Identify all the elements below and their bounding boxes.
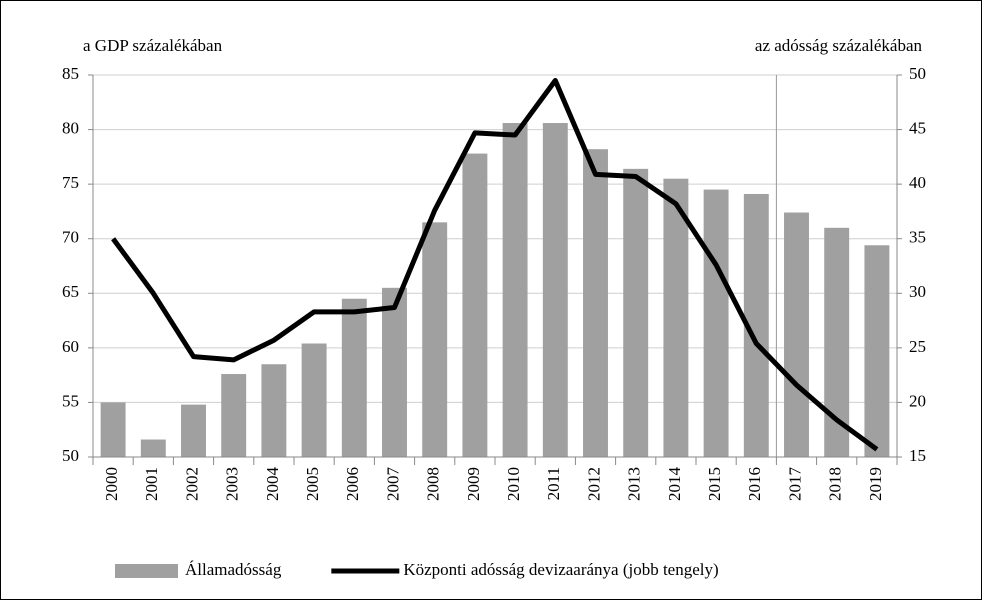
y2-tick-label: 15 bbox=[909, 446, 926, 465]
x-tick-label: 2000 bbox=[102, 467, 121, 501]
y-tick-label: 75 bbox=[62, 173, 79, 192]
x-tick-label: 2016 bbox=[745, 467, 764, 501]
x-tick-label: 2005 bbox=[303, 467, 322, 501]
x-tick-label: 2007 bbox=[383, 467, 402, 502]
bar bbox=[100, 402, 126, 457]
bar bbox=[301, 343, 327, 457]
legend-swatch bbox=[115, 564, 178, 578]
x-tick-label: 2008 bbox=[424, 467, 443, 501]
x-tick-label: 2004 bbox=[263, 467, 282, 502]
bar bbox=[140, 439, 166, 457]
bar bbox=[341, 298, 367, 457]
bar bbox=[221, 374, 247, 457]
bar bbox=[502, 123, 528, 457]
y2-axis-label: az adósság százalékában bbox=[755, 36, 923, 55]
y2-tick-label: 20 bbox=[909, 391, 926, 410]
bar bbox=[784, 212, 809, 457]
x-tick-label: 2002 bbox=[182, 467, 201, 501]
x-tick-label: 2011 bbox=[544, 467, 563, 500]
x-tick-label: 2001 bbox=[142, 467, 161, 501]
y2-tick-label: 35 bbox=[909, 228, 926, 247]
y2-tick-label: 40 bbox=[909, 173, 926, 192]
x-tick-label: 2019 bbox=[866, 467, 885, 501]
x-tick-label: 2014 bbox=[665, 467, 684, 502]
bar bbox=[542, 123, 568, 457]
bar bbox=[703, 189, 729, 457]
y-axis-label: a GDP százalékában bbox=[83, 36, 223, 55]
bar bbox=[382, 287, 407, 457]
bar bbox=[422, 222, 448, 457]
y-tick-label: 50 bbox=[62, 446, 79, 465]
bar bbox=[583, 149, 608, 457]
bar bbox=[623, 168, 649, 457]
y2-tick-label: 25 bbox=[909, 337, 926, 356]
x-tick-label: 2017 bbox=[785, 467, 804, 502]
x-tick-label: 2003 bbox=[223, 467, 242, 501]
x-tick-label: 2013 bbox=[625, 467, 644, 501]
bar bbox=[261, 364, 287, 457]
x-tick-label: 2015 bbox=[705, 467, 724, 501]
x-tick-label: 2012 bbox=[584, 467, 603, 501]
legend-label: Központi adósság devizaaránya (jobb teng… bbox=[403, 560, 718, 579]
bar bbox=[181, 404, 206, 457]
y-tick-label: 85 bbox=[62, 64, 79, 83]
y-tick-label: 80 bbox=[62, 118, 79, 137]
y-tick-label: 65 bbox=[62, 282, 79, 301]
x-tick-label: 2006 bbox=[343, 467, 362, 501]
y-tick-label: 60 bbox=[62, 337, 79, 356]
line bbox=[111, 77, 879, 452]
x-tick-label: 2010 bbox=[504, 467, 523, 501]
bar bbox=[462, 153, 488, 457]
y-tick-label: 55 bbox=[62, 391, 79, 410]
bar bbox=[663, 178, 689, 457]
bar bbox=[864, 245, 890, 457]
y2-tick-label: 45 bbox=[909, 118, 926, 137]
y2-tick-label: 50 bbox=[909, 64, 926, 83]
legend-label: Államadósság bbox=[185, 560, 282, 579]
x-tick-label: 2009 bbox=[464, 467, 483, 501]
y-tick-label: 70 bbox=[62, 228, 79, 247]
x-tick-label: 2018 bbox=[826, 467, 845, 501]
y2-tick-label: 30 bbox=[909, 282, 926, 301]
